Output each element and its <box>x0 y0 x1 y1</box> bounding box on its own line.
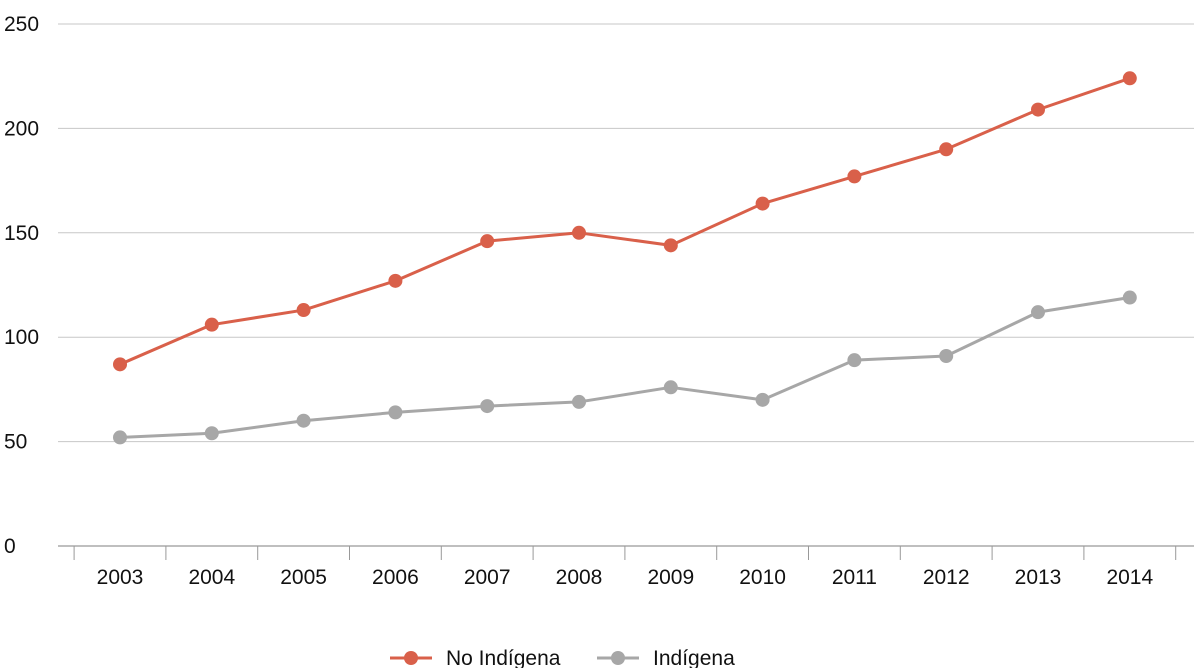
y-tick-label: 50 <box>4 431 27 454</box>
data-point <box>296 303 311 318</box>
data-point <box>939 142 954 157</box>
y-tick-label: 100 <box>4 326 39 349</box>
data-point <box>296 413 311 428</box>
data-point <box>663 380 678 395</box>
legend-item: Indígena <box>597 647 735 668</box>
series-0 <box>113 71 1137 372</box>
data-point <box>847 169 862 184</box>
x-tick-label: 2009 <box>647 566 694 589</box>
series-line <box>118 76 1132 366</box>
x-tick-label: 2004 <box>188 566 235 589</box>
legend-swatch-marker <box>404 651 418 665</box>
y-tick-label: 200 <box>4 117 39 140</box>
gridlines <box>58 23 1194 547</box>
x-tick-label: 2008 <box>556 566 603 589</box>
data-point <box>204 426 219 441</box>
data-point <box>572 225 586 240</box>
y-tick-label: 0 <box>4 535 16 558</box>
data-point <box>1031 305 1045 320</box>
data-point <box>1122 71 1137 86</box>
series-line <box>118 296 1132 439</box>
data-point <box>755 196 770 211</box>
data-point <box>1031 102 1045 117</box>
x-tick-label: 2005 <box>280 566 327 589</box>
data-point <box>572 394 586 409</box>
data-point <box>939 348 954 363</box>
x-tick-label: 2010 <box>739 566 786 589</box>
x-tick-label: 2003 <box>97 566 144 589</box>
x-tick-label: 2014 <box>1106 566 1153 589</box>
data-point <box>480 234 495 249</box>
data-point <box>755 392 770 407</box>
data-point <box>113 357 127 372</box>
x-axis: 2003 2004 2005 2006 2007 2008 2009 2010 2011 2012… <box>73 546 1177 589</box>
y-tick-label: 150 <box>4 222 39 245</box>
series-lines <box>113 71 1137 445</box>
data-point <box>388 273 403 288</box>
series-1 <box>113 290 1137 445</box>
x-tick-label: 2012 <box>923 566 970 589</box>
x-tick-label: 2006 <box>372 566 419 589</box>
data-point <box>847 353 862 368</box>
data-point <box>663 238 678 253</box>
legend-label: No Indígena <box>446 647 561 668</box>
data-point <box>204 317 219 332</box>
data-point <box>113 430 127 445</box>
x-tick-label: 2007 <box>464 566 511 589</box>
legend-swatch-marker <box>611 651 625 665</box>
x-tick-label: 2011 <box>832 566 877 589</box>
legend-item: No Indígena <box>390 647 561 668</box>
data-point <box>1122 290 1137 305</box>
legend-label: Indígena <box>653 647 735 668</box>
legend: No Indígena Indígena <box>390 647 735 668</box>
y-tick-label: 250 <box>4 13 39 36</box>
x-tick-label: 2013 <box>1015 566 1062 589</box>
data-point <box>480 399 495 414</box>
y-axis-ticks: 0 50 100 150 200 250 <box>4 13 39 558</box>
data-point <box>388 405 403 420</box>
